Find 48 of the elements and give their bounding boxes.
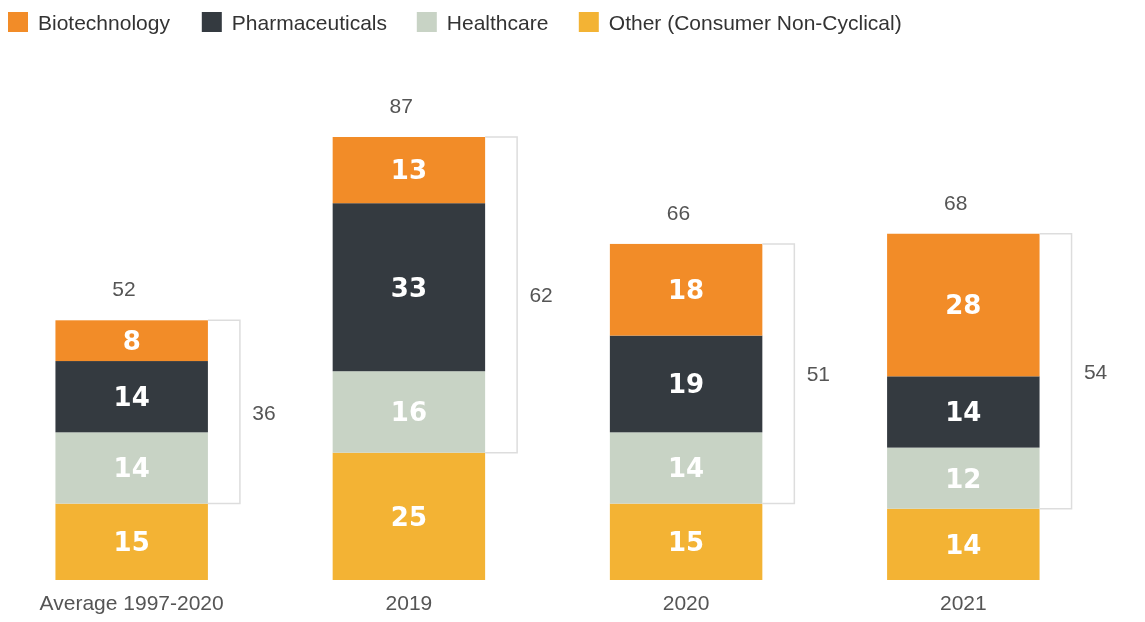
data-label: 14	[113, 382, 150, 413]
bar	[609, 503, 763, 580]
data-label: 28	[945, 290, 982, 321]
bar	[55, 320, 208, 362]
bar	[55, 361, 208, 433]
bar	[332, 452, 486, 580]
bar	[609, 335, 763, 433]
data-label: 15	[113, 527, 150, 558]
bar	[332, 137, 486, 204]
bar	[887, 447, 1040, 509]
x-tick-label: 2019	[385, 591, 433, 614]
data-label: 13	[390, 155, 427, 186]
data-label: 18	[668, 275, 705, 306]
data-label: 15	[668, 527, 705, 558]
bar	[332, 371, 486, 453]
total-label: 87	[389, 94, 413, 117]
bar	[332, 203, 486, 372]
data-label: 14	[945, 529, 982, 560]
legend-label: Pharmaceuticals	[231, 10, 388, 34]
bar	[887, 508, 1040, 580]
total-label: 52	[112, 277, 136, 301]
total-label: 68	[944, 190, 968, 214]
data-label: 19	[668, 369, 705, 400]
data-label: 16	[390, 397, 427, 428]
total-label: 66	[666, 200, 691, 224]
data-label: 14	[113, 453, 150, 484]
x-tick-label: Average 1997-2020	[39, 591, 224, 614]
annotation: 54	[1083, 359, 1108, 383]
bar	[609, 243, 763, 336]
bar	[887, 233, 1040, 377]
bar	[609, 432, 763, 504]
data-label: 14	[668, 453, 705, 484]
data-label: 8	[122, 326, 141, 357]
bar	[55, 503, 208, 580]
bar	[887, 376, 1040, 448]
data-label: 12	[945, 463, 982, 494]
legend-label: Biotechnology	[38, 10, 171, 34]
legend-label: Other (Consumer Non-Cyclical)	[608, 10, 902, 34]
data-label: 33	[390, 272, 427, 303]
annotation: 36	[252, 400, 276, 424]
data-label: 25	[390, 501, 427, 532]
x-tick-label: 2021	[939, 591, 987, 614]
legend-label: Healthcare	[446, 10, 549, 34]
annotation: 62	[529, 283, 553, 307]
data-label: 14	[945, 397, 982, 428]
annotation: 51	[806, 362, 831, 386]
bar	[55, 432, 208, 504]
x-tick-label: 2020	[662, 591, 710, 614]
